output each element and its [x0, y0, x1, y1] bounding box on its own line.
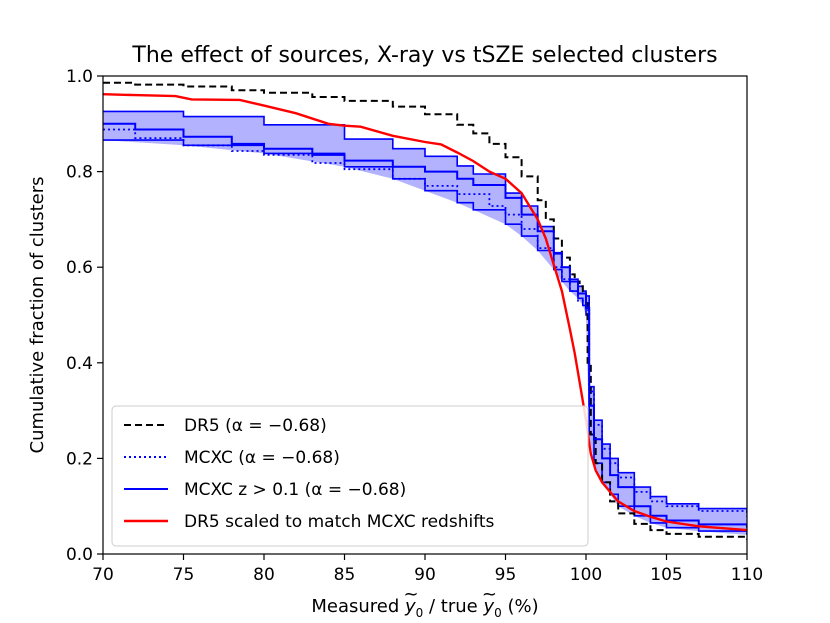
x-label-tilde: ~	[482, 584, 497, 605]
x-axis: 70 75 80 85 90 95 100 105 110	[92, 554, 763, 585]
x-label-part: (%)	[502, 596, 539, 617]
legend-label: MCXC z > 0.1 (α = −0.68)	[184, 480, 406, 500]
x-label-sub: 0	[416, 606, 424, 620]
x-tick-label: 105	[650, 565, 682, 585]
x-tick-label: 90	[414, 565, 436, 585]
y-tick-label: 0.2	[66, 449, 93, 469]
x-tick-label: 100	[570, 565, 602, 585]
x-label-y-true: y	[482, 596, 494, 617]
x-tick-label: 70	[92, 565, 114, 585]
series-group	[103, 81, 747, 540]
y-tick-label: 0.6	[66, 258, 93, 278]
legend-label: DR5 (α = −0.68)	[184, 416, 327, 436]
series-line-mcxc-z-0-1	[103, 122, 747, 528]
x-tick-label: 75	[173, 565, 195, 585]
legend: DR5 (α = −0.68) MCXC (α = −0.68) MCXC z > …	[111, 405, 589, 547]
x-tick-label: 80	[253, 565, 275, 585]
x-tick-label: 85	[334, 565, 356, 585]
legend-label: DR5 scaled to match MCXC redshifts	[184, 512, 495, 532]
x-tick-label: 95	[495, 565, 517, 585]
series-line-dr5	[103, 81, 747, 540]
y-tick-label: 0.8	[66, 163, 93, 183]
y-tick-label: 0.0	[66, 545, 93, 565]
plot-area	[103, 81, 747, 540]
legend-items: DR5 (α = −0.68) MCXC (α = −0.68) MCXC z > …	[124, 416, 495, 532]
x-label-part: Measured	[311, 596, 405, 617]
series-line-dr5-scaled	[103, 93, 747, 532]
chart-title: The effect of sources, X-ray vs tSZE sel…	[131, 43, 717, 68]
x-axis-label: Measured y0 / true y0 (%)	[311, 596, 538, 620]
x-tick-label: 110	[731, 565, 763, 585]
y-tick-label: 1.0	[66, 67, 93, 87]
y-tick-label: 0.4	[66, 354, 93, 374]
y-axis-label: Cumulative fraction of clusters	[27, 177, 48, 454]
legend-label: MCXC (α = −0.68)	[184, 448, 340, 468]
legend-box	[111, 405, 589, 547]
y-axis: 0.0 0.2 0.4 0.6 0.8 1.0	[66, 67, 103, 565]
x-label-sub: 0	[494, 606, 502, 620]
x-label-tilde: ~	[403, 584, 418, 605]
x-label-y-measured: y	[404, 596, 416, 617]
x-label-part: / true	[423, 596, 483, 617]
